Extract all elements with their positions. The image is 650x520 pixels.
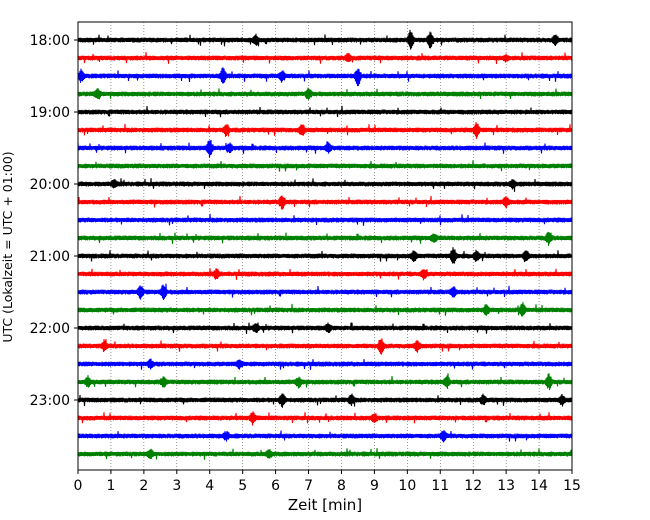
x-tick-label: 15	[563, 478, 581, 494]
trace-2045	[77, 231, 573, 246]
y-tick-label: 18:00	[30, 33, 70, 49]
x-tick-label: 13	[497, 478, 515, 494]
trace-2130	[77, 283, 573, 300]
trace-1915	[77, 122, 573, 139]
y-axis-label: UTC (Lokalzeit = UTC + 01:00)	[0, 151, 15, 342]
trace-1930	[77, 139, 573, 158]
trace-2030	[77, 213, 573, 226]
trace-2000	[77, 178, 573, 192]
x-tick-label: 4	[205, 478, 214, 494]
x-axis-ticks: 0 1 2 3 4 5 6 7 8 9 10 11 12 13 14 15	[74, 470, 581, 494]
plot-frame	[77, 21, 573, 471]
x-tick-label: 6	[271, 478, 280, 494]
x-tick-label: 8	[337, 478, 346, 494]
trace-1900	[77, 105, 573, 118]
x-tick-label: 12	[464, 478, 482, 494]
x-tick-label: 7	[304, 478, 313, 494]
trace-2015	[77, 195, 573, 210]
x-tick-label: 3	[172, 478, 181, 494]
trace-2100	[77, 247, 573, 264]
x-tick-label: 9	[370, 478, 379, 494]
trace-2330	[77, 430, 573, 443]
x-tick-label: 11	[431, 478, 449, 494]
trace-group	[77, 29, 573, 460]
trace-2245	[77, 373, 573, 391]
x-tick-label: 14	[530, 478, 548, 494]
trace-2115	[77, 268, 573, 281]
trace-2315	[77, 411, 573, 426]
x-tick-label: 1	[106, 478, 115, 494]
trace-1800	[77, 29, 573, 50]
trace-1945	[77, 160, 573, 172]
y-tick-label: 21:00	[30, 249, 70, 265]
x-tick-label: 2	[139, 478, 148, 494]
y-tick-label: 22:00	[30, 321, 70, 337]
y-axis-ticks: 18:00 19:00 20:00 21:00 22:00 23:00	[30, 33, 78, 409]
trace-1830	[77, 67, 573, 87]
trace-2200	[77, 322, 573, 334]
grid-lines	[110, 22, 540, 470]
x-tick-label: 0	[74, 478, 83, 494]
x-tick-label: 10	[398, 478, 416, 494]
y-tick-label: 20:00	[30, 177, 70, 193]
x-axis-label: Zeit [min]	[288, 496, 362, 514]
x-tick-label: 5	[238, 478, 247, 494]
trace-2300	[77, 393, 573, 408]
trace-2345	[77, 448, 573, 460]
y-tick-label: 19:00	[30, 105, 70, 121]
trace-2230	[77, 358, 573, 370]
trace-2145	[77, 302, 573, 317]
y-tick-label: 23:00	[30, 393, 70, 409]
trace-1815	[77, 52, 573, 65]
trace-1845	[77, 87, 573, 100]
trace-2215	[77, 338, 573, 355]
